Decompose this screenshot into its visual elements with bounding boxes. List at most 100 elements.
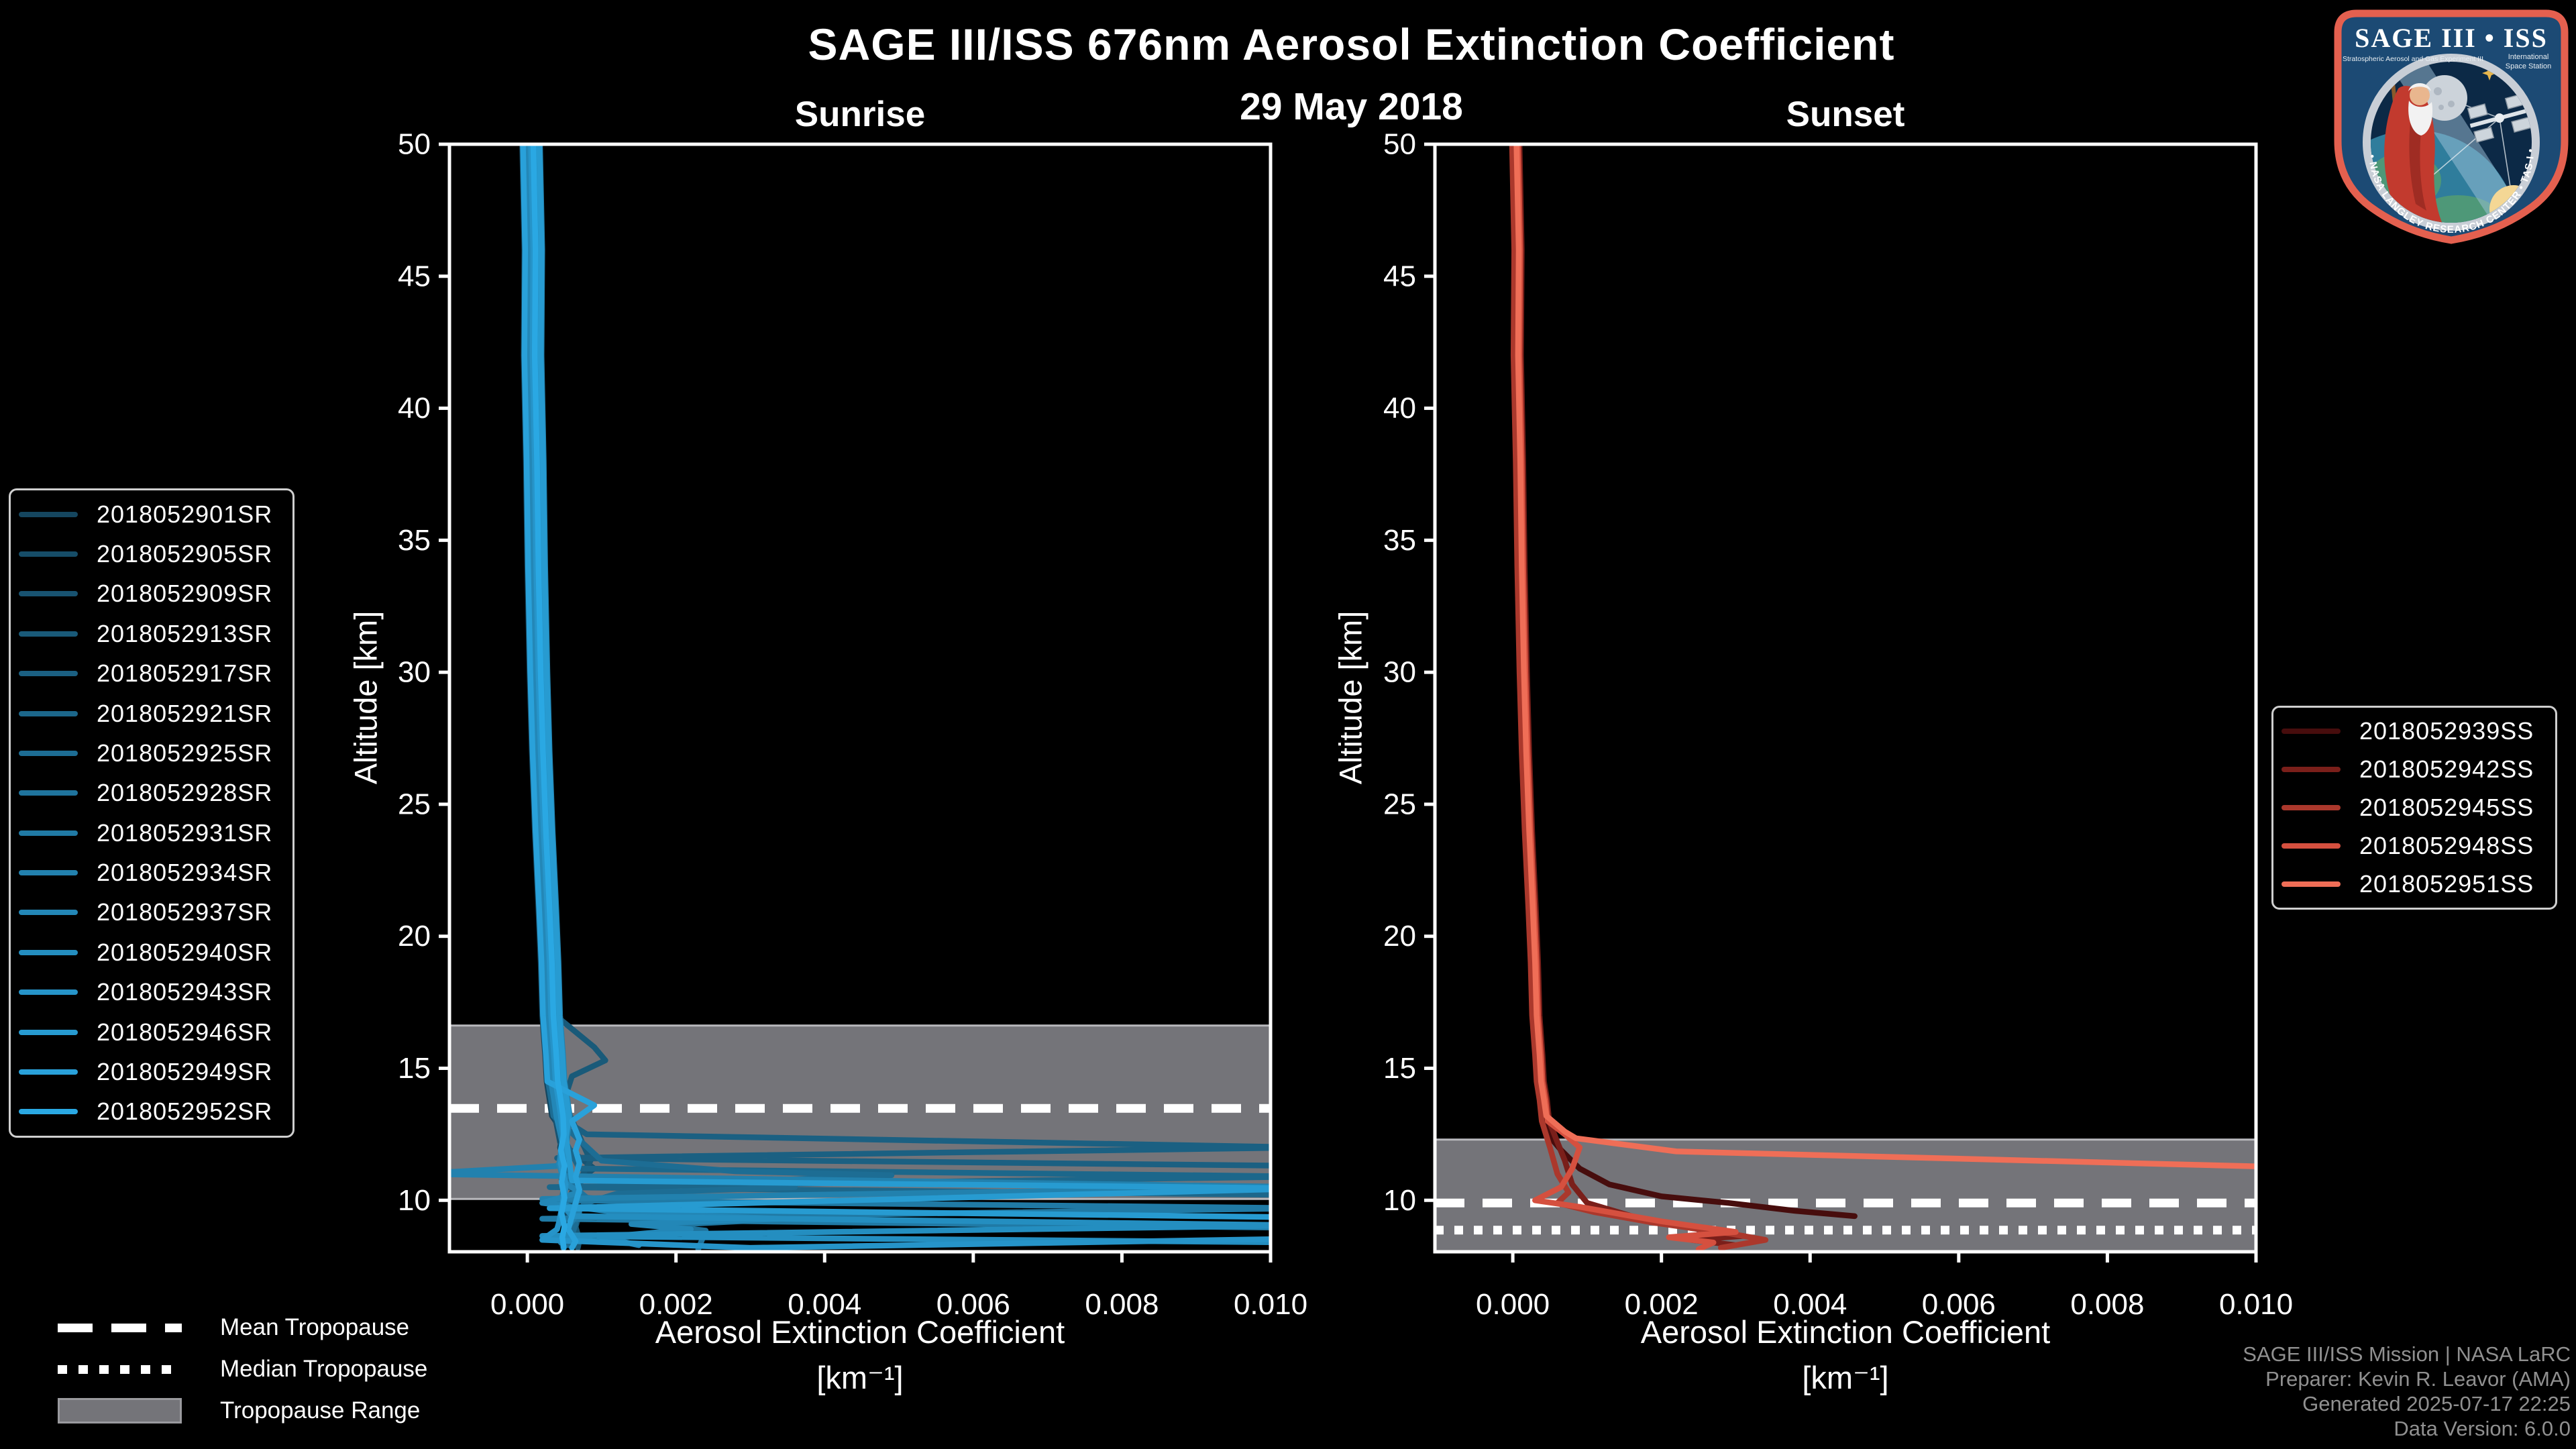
legend-line-swatch-icon [19, 989, 78, 996]
legend-item: 2018052940SR [11, 932, 292, 972]
legend-item-median-tropopause: Median Tropopause [58, 1348, 427, 1390]
x-tick-label: 0.000 [1476, 1288, 1550, 1321]
x-axis-label-sunrise: Aerosol Extinction Coefficient [655, 1314, 1065, 1350]
legend-label: 2018052917SR [97, 659, 273, 688]
legend-item: 2018052925SR [11, 733, 292, 773]
legend-label: 2018052945SS [2359, 794, 2534, 821]
legend-label: 2018052928SR [97, 779, 273, 807]
legend-line-swatch-icon [19, 671, 78, 677]
legend-line-swatch-icon [19, 910, 78, 916]
legend-item: 2018052946SR [11, 1012, 292, 1052]
legend-item: 2018052949SR [11, 1052, 292, 1091]
legend-item: 2018052928SR [11, 773, 292, 813]
legend-line-swatch-icon [19, 1109, 78, 1115]
y-tick-label: 45 [1383, 260, 1416, 292]
date-subtitle: 29 May 2018 [1240, 85, 1463, 128]
x-axis-units-sunrise: [km⁻¹] [816, 1360, 904, 1395]
robe-fold-icon [2409, 103, 2426, 211]
sage-iii-iss-mission-patch-logo: SAGE III • ISS Stratospheric Aerosol and… [2334, 9, 2569, 244]
legend-sunset-events: 2018052939SS 2018052942SS 2018052945SS 2018… [2271, 706, 2557, 910]
legend-label: 2018052925SR [97, 739, 273, 767]
y-axis-label-sunrise: Altitude [km] [347, 610, 384, 785]
legend-label: Mean Tropopause [220, 1314, 410, 1340]
y-tick-label: 40 [398, 392, 431, 425]
x-tick-label: 0.004 [1773, 1288, 1847, 1321]
legend-item: 2018052909SR [11, 574, 292, 614]
legend-label: 2018052952SR [97, 1097, 273, 1126]
panel-title-sunrise: Sunrise [794, 95, 926, 134]
legend-item: 2018052917SR [11, 654, 292, 694]
legend-item-mean-tropopause: Mean Tropopause [58, 1307, 427, 1348]
x-axis-label-sunset: Aerosol Extinction Coefficient [1640, 1314, 2051, 1350]
legend-label: 2018052951SS [2359, 870, 2534, 898]
credit-line-generated: Generated 2025-07-17 22:25 [2302, 1392, 2571, 1415]
legend-tropopause: Mean Tropopause Median Tropopause Tropop… [58, 1307, 427, 1432]
legend-item: 2018052921SR [11, 694, 292, 733]
legend-line-swatch-icon [19, 631, 78, 637]
y-tick-label: 25 [1383, 788, 1416, 820]
legend-label: 2018052943SR [97, 978, 273, 1006]
legend-line-swatch-icon [2282, 843, 2341, 849]
x-tick-label: 0.008 [1085, 1288, 1159, 1321]
legend-line-swatch-icon [2282, 805, 2341, 810]
y-tick-label: 45 [398, 260, 431, 292]
legend-label: 2018052901SR [97, 500, 273, 528]
legend-label: 2018052940SR [97, 938, 273, 966]
legend-line-swatch-icon [19, 949, 78, 955]
y-tick-label: 30 [398, 656, 431, 689]
y-tick-label: 10 [1383, 1184, 1416, 1217]
moon-icon [2422, 75, 2467, 121]
legend-item: 2018052931SR [11, 813, 292, 853]
dashed-line-swatch-icon [58, 1323, 182, 1332]
legend-line-swatch-icon [2282, 881, 2341, 888]
legend-item: 2018052913SR [11, 614, 292, 653]
credit-line-preparer: Preparer: Kevin R. Leavor (AMA) [2265, 1367, 2571, 1391]
patch-title: SAGE III • ISS [2355, 23, 2548, 53]
y-axis-label-sunset: Altitude [km] [1332, 610, 1368, 785]
legend-line-swatch-icon [19, 1029, 78, 1035]
credit-line-mission: SAGE III/ISS Mission | NASA LaRC [2243, 1342, 2571, 1366]
beard-icon [2408, 101, 2433, 136]
y-tick-label: 20 [398, 920, 431, 953]
moon-crater-icon [2448, 101, 2455, 107]
legend-item: 2018052939SS [2273, 712, 2555, 750]
legend-item: 2018052942SS [2273, 750, 2555, 788]
legend-label: 2018052939SS [2359, 716, 2534, 745]
legend-label: 2018052946SR [97, 1018, 273, 1046]
axes-spines [447, 142, 1273, 1254]
y-tick-label: 25 [398, 788, 431, 820]
hair-icon [2408, 83, 2431, 91]
x-tick-label: 0.006 [1922, 1288, 1996, 1321]
legend-line-swatch-icon [2282, 728, 2341, 734]
iss-icon [2467, 93, 2532, 143]
x-axis-units-sunset: [km⁻¹] [1802, 1360, 1889, 1395]
patch-subtitle-left: Stratospheric Aerosol and Gas Experiment… [2343, 55, 2483, 63]
x-tick-label: 0.008 [2070, 1288, 2144, 1321]
x-tick-label: 0.006 [936, 1288, 1010, 1321]
x-tick-label: 0.000 [490, 1288, 564, 1321]
y-tick-label: 15 [398, 1052, 431, 1085]
legend-line-swatch-icon [19, 790, 78, 796]
legend-item: 2018052905SR [11, 534, 292, 574]
patch-subtitle-right-2: Space Station [2506, 62, 2552, 70]
figure-head-icon [2410, 85, 2430, 105]
legend-label: 2018052942SS [2359, 755, 2534, 783]
legend-item: 2018052951SS [2273, 865, 2555, 904]
plot-background [1435, 144, 2256, 1252]
legend-item: 2018052934SR [11, 853, 292, 892]
profile-line-2018052952SR [530, 144, 568, 1251]
legend-item: 2018052948SS [2273, 827, 2555, 865]
legend-item: 2018052952SR [11, 1092, 292, 1132]
panel-title-sunset: Sunset [1786, 95, 1905, 134]
legend-line-swatch-icon [19, 750, 78, 756]
x-tick-label: 0.004 [788, 1288, 861, 1321]
y-tick-label: 35 [398, 524, 431, 557]
x-tick-label: 0.002 [639, 1288, 713, 1321]
legend-item: 2018052901SR [11, 494, 292, 534]
legend-line-swatch-icon [19, 830, 78, 836]
legend-item-tropopause-range: Tropopause Range [58, 1390, 427, 1432]
y-tick-label: 20 [1383, 920, 1416, 953]
gray-box-swatch-icon [58, 1398, 182, 1424]
y-tick-label: 30 [1383, 656, 1416, 689]
